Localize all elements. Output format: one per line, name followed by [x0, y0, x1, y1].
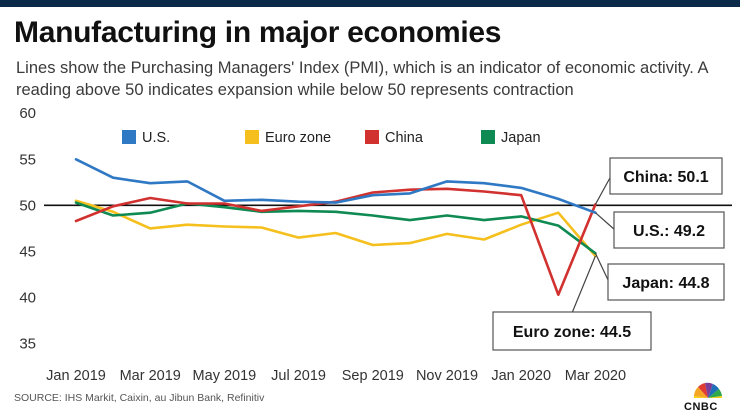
x-tick-label: Jan 2019 [46, 368, 106, 384]
legend-label-u-s: U.S. [142, 130, 170, 146]
annotation-box-japan [607, 263, 725, 301]
x-tick-label: Jan 2020 [491, 368, 551, 384]
legend-label-euro-zone: Euro zone [265, 130, 331, 146]
chart-title: Manufacturing in major economies [14, 16, 502, 49]
chart-subtitle: Lines show the Purchasing Managers' Inde… [16, 59, 708, 99]
annotation-leader-china [594, 175, 612, 205]
legend-label-japan: Japan [501, 130, 541, 146]
annotation-box-u-s [613, 211, 725, 249]
source-note: SOURCE: IHS Markit, Caixin, au Jibun Ban… [14, 392, 265, 404]
legend-swatch-euro-zone [245, 130, 259, 144]
peacock-logo-icon [693, 382, 723, 398]
annotation-label-euro-zone: Euro zone: 44.5 [513, 324, 631, 341]
x-tick-label: Jul 2019 [271, 368, 326, 384]
annotation-leader-japan [594, 253, 610, 283]
logo-text: CNBC [684, 401, 718, 413]
legend-swatch-japan [481, 130, 495, 144]
annotation-label-china: China: 50.1 [623, 169, 708, 186]
annotation-leader-euro-zone [571, 255, 596, 314]
y-tick-label: 55 [19, 151, 36, 168]
top-bar [0, 0, 740, 7]
x-tick-label: Sep 2019 [342, 368, 404, 384]
y-tick-label: 60 [19, 105, 36, 122]
legend-swatch-u-s [122, 130, 136, 144]
legend-label-china: China [385, 130, 424, 146]
y-tick-label: 45 [19, 243, 36, 260]
legend-swatch-china [365, 130, 379, 144]
series-line-euro-zone [74, 199, 597, 258]
annotation-box-china [609, 157, 723, 195]
x-tick-label: Nov 2019 [416, 368, 478, 384]
annotation-label-u-s: U.S.: 49.2 [633, 223, 705, 240]
annotation-leader-u-s [595, 212, 616, 231]
series-line-u-s [74, 158, 597, 214]
annotation-label-japan: Japan: 44.8 [622, 275, 709, 292]
series-line-japan [74, 201, 597, 255]
x-tick-label: May 2019 [193, 368, 257, 384]
y-tick-label: 40 [19, 290, 36, 307]
y-tick-label: 35 [19, 336, 36, 353]
x-tick-label: Mar 2020 [565, 368, 626, 384]
y-tick-label: 50 [19, 197, 36, 214]
annotation-box-euro-zone [492, 311, 652, 351]
x-tick-label: Mar 2019 [120, 368, 181, 384]
